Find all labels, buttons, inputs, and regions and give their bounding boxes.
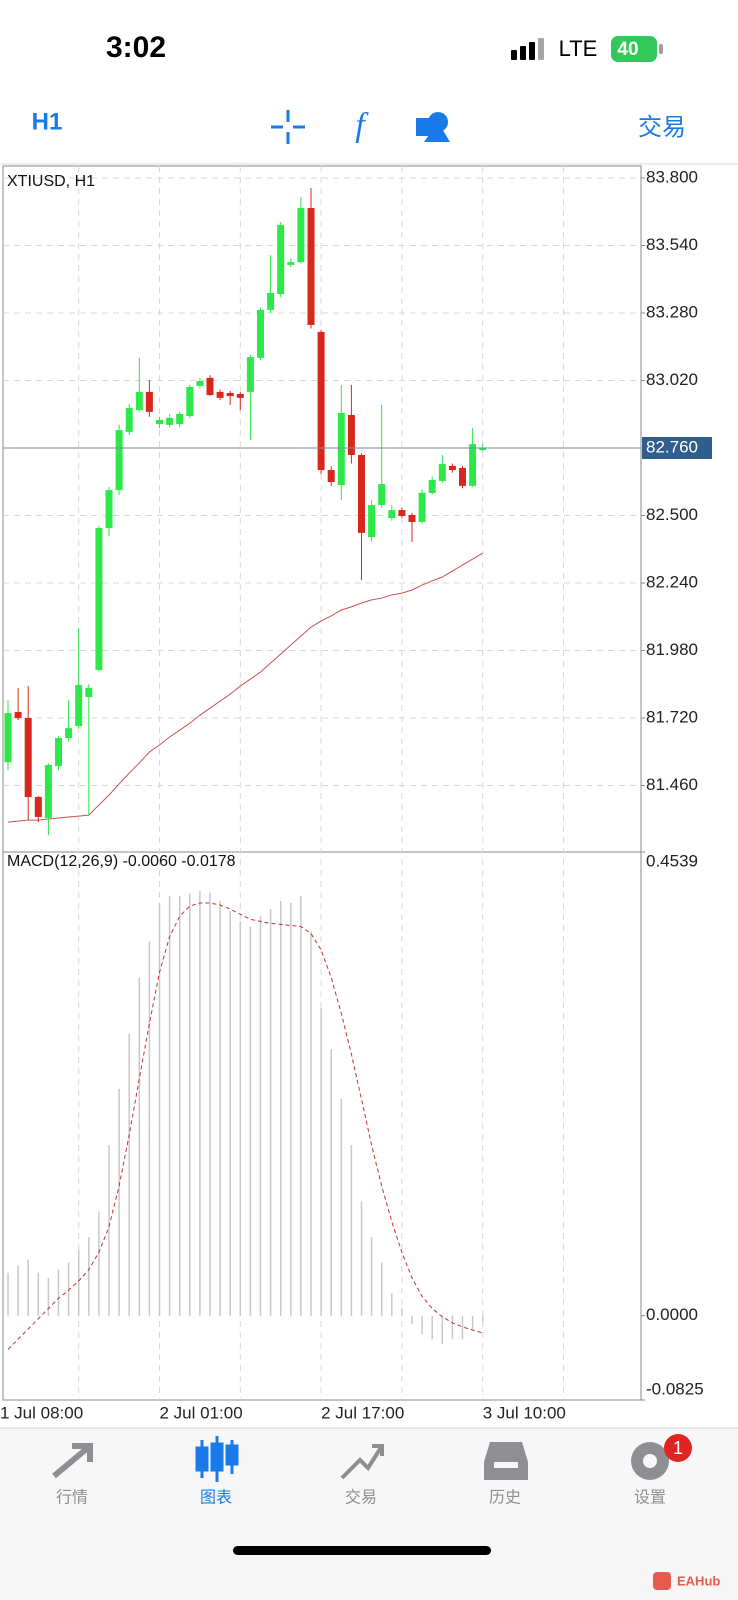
timeframe-button[interactable]: H1 [32,108,63,135]
battery-level: 40 [617,39,638,60]
candle-body [85,687,93,697]
current-price-label: 82.760 [646,437,698,456]
candle-body [156,419,163,425]
candle-body [166,417,174,425]
chart-title: XTIUSD, H1 [7,173,95,190]
candle-body [277,224,285,295]
candle-body [14,712,22,719]
tab-bar [0,1428,738,1600]
candle-body [287,262,295,265]
candle-body [95,527,103,670]
tab-label-active[interactable]: 图表 [200,1488,232,1507]
candle-body [378,484,386,506]
y-tick-label: -0.0825 [646,1379,704,1398]
candle-body [216,391,224,398]
candle-body [347,415,355,455]
badge [664,1434,692,1462]
trade-button[interactable]: 交易 [638,113,686,141]
crosshair-button[interactable] [271,110,305,144]
candle-body [206,377,214,396]
chart-tab-icon[interactable] [195,1436,239,1482]
signal-line [7,902,483,1350]
candle-body [257,309,264,358]
candle-body [469,444,477,486]
home-indicator [233,1546,491,1555]
objects-button[interactable] [416,112,450,142]
candle-body [388,510,396,519]
settings-tab-icon[interactable]: 1 [631,1434,692,1480]
candle-body [337,412,345,486]
candle-body [196,380,204,386]
tab-label[interactable]: 设置 [634,1488,666,1507]
y-tick-label: 83.280 [646,302,698,321]
x-tick-label: 1 Jul 08:00 [0,1403,83,1422]
candle-body [297,208,305,263]
candle-body [267,292,275,310]
y-tick-label: 0.4539 [646,851,698,870]
y-tick-label: 81.720 [646,708,698,727]
candle-body [448,465,456,471]
candle-body [65,728,73,739]
macd-title: MACD(12,26,9) -0.0060 -0.0178 [7,853,236,870]
y-tick-label: 82.240 [646,572,698,591]
candle-body [75,685,83,727]
candle-body [317,331,325,471]
candle-body [125,407,133,432]
tab-label[interactable]: 交易 [345,1488,377,1507]
marks-layer [3,188,641,1350]
candle-body [176,413,184,425]
candle-body [358,454,365,533]
candle-body [55,738,62,767]
x-tick-label: 2 Jul 01:00 [160,1403,243,1422]
candle-body [438,464,446,481]
candle-body [418,492,426,522]
candle-body [105,490,113,528]
candle-body [459,467,466,486]
candle-body [4,713,12,763]
candle-body [479,447,487,451]
quotes-tab-icon[interactable] [52,1443,93,1479]
candle-body [115,430,123,491]
candle-body [368,505,376,538]
current-price-box [642,436,712,459]
candle-body [24,718,32,797]
candle-body [398,510,406,517]
battery-icon: 40 [611,36,663,62]
candle-body [428,479,436,493]
candle-body [135,391,143,411]
x-tick-label: 3 Jul 10:00 [483,1403,566,1422]
candle-body [226,392,234,397]
tab-label[interactable]: 历史 [489,1488,521,1507]
candle-body [34,796,42,817]
signal-icon [511,38,544,60]
y-tick-label: 83.800 [646,167,698,186]
candle-body [44,765,52,818]
y-tick-label: 0.0000 [646,1305,698,1324]
status-time: 3:02 [106,31,166,64]
candle-body [145,391,153,412]
badge-count: 1 [673,1438,683,1458]
moving-average-line [7,552,483,823]
tab-label[interactable]: 行情 [56,1488,88,1507]
candle-body [327,470,335,482]
trade-tab-icon[interactable] [340,1444,384,1480]
y-tick-label: 82.500 [646,505,698,524]
candle-body [307,208,315,325]
candle-body [186,386,194,417]
candle-body [236,393,244,398]
candle-body [408,514,416,522]
network-type: LTE [559,36,598,61]
candle-body [246,357,254,392]
history-tab-icon[interactable] [484,1442,528,1480]
watermark-logo [653,1572,671,1590]
chart-frame [2,165,642,1401]
y-tick-label: 81.460 [646,775,698,794]
watermark: EAHub [677,1573,720,1588]
y-tick-label: 83.020 [646,370,698,389]
y-tick-label: 83.540 [646,235,698,254]
x-tick-label: 2 Jul 17:00 [321,1403,404,1422]
y-tick-label: 81.980 [646,640,698,659]
